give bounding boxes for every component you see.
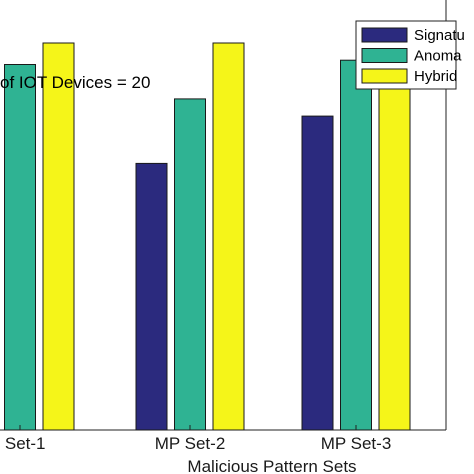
x-ticks-group: r Set-1 MP Set-2 MP Set-3 bbox=[0, 425, 391, 453]
chart-annotation: of IOT Devices = 20 bbox=[0, 73, 150, 92]
bar-hybrid-2 bbox=[212, 42, 245, 431]
bar-anoma-2 bbox=[174, 98, 206, 431]
x-tick-label-1: r Set-1 bbox=[0, 434, 46, 453]
bar-hybrid-1 bbox=[42, 42, 75, 431]
legend-swatch-signatu bbox=[361, 27, 408, 43]
x-tick-label-2: MP Set-2 bbox=[155, 434, 226, 453]
legend-items: Signatu Anoma Hybrid bbox=[361, 27, 465, 85]
bar-anoma-1 bbox=[4, 64, 36, 431]
legend-label-anoma: Anoma bbox=[414, 48, 462, 65]
x-tick-label-3: MP Set-3 bbox=[321, 434, 392, 453]
legend-swatch-anoma bbox=[361, 48, 408, 63]
bar-signatu-2 bbox=[135, 162, 168, 431]
bar-anoma-3 bbox=[340, 59, 372, 431]
bar-hybrid-3 bbox=[378, 46, 411, 431]
legend-label-hybrid: Hybrid bbox=[414, 68, 457, 85]
x-axis-title: Malicious Pattern Sets bbox=[187, 457, 356, 474]
legend: Signatu Anoma Hybrid bbox=[355, 20, 465, 90]
bars-group bbox=[4, 42, 411, 431]
legend-label-signatu: Signatu bbox=[414, 27, 465, 44]
legend-swatch-hybrid bbox=[361, 68, 408, 84]
bar-signatu-3 bbox=[301, 115, 334, 431]
